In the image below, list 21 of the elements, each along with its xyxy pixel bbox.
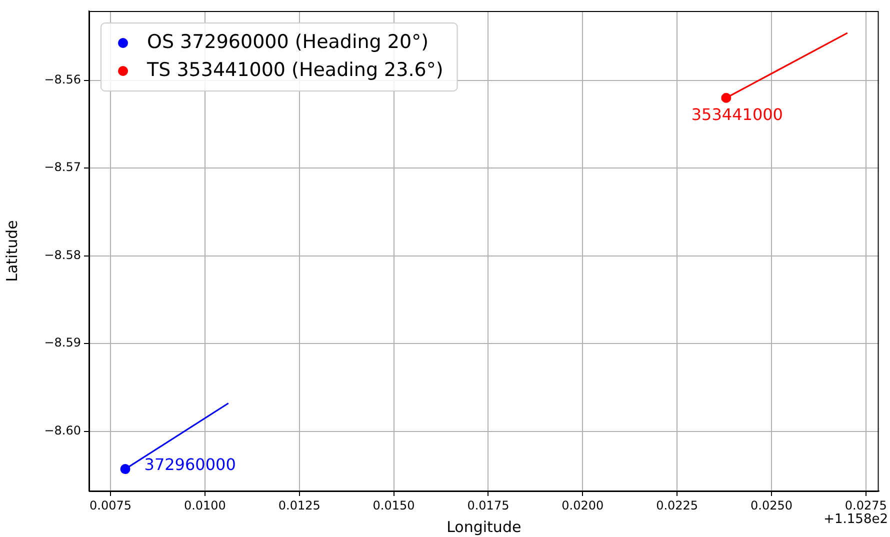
text: +1.158e2	[824, 512, 888, 527]
y-tick-label: −8.56	[44, 72, 81, 86]
y-tick-label: −8.60	[44, 423, 81, 438]
x-tick-label: 0.0250	[750, 498, 792, 512]
x-tick-label: 0.0125	[278, 498, 320, 512]
y-tick-label: −8.58	[44, 248, 81, 262]
x-tick-label: 0.0200	[562, 498, 604, 512]
legend-label: OS 372960000 (Heading 20°)	[147, 30, 428, 53]
x-tick-label: 0.0075	[90, 498, 132, 512]
annotation: 353441000	[691, 105, 783, 124]
x-tick-label: 0.0100	[184, 498, 226, 512]
legend-label: TS 353441000 (Heading 23.6°)	[146, 58, 444, 81]
x-tick-label: 0.0275	[844, 498, 887, 512]
annotation: 372960000	[144, 455, 236, 474]
y-tick-label: −8.57	[44, 160, 81, 174]
y-axis-title: Latitude	[2, 220, 21, 282]
x-axis-title: Longitude	[446, 518, 522, 536]
y-tick-label: −8.59	[44, 336, 81, 350]
x-tick-label: 0.0175	[467, 498, 510, 512]
x-tick-label: 0.0225	[656, 498, 698, 512]
x-tick-label: 0.0150	[372, 498, 415, 512]
